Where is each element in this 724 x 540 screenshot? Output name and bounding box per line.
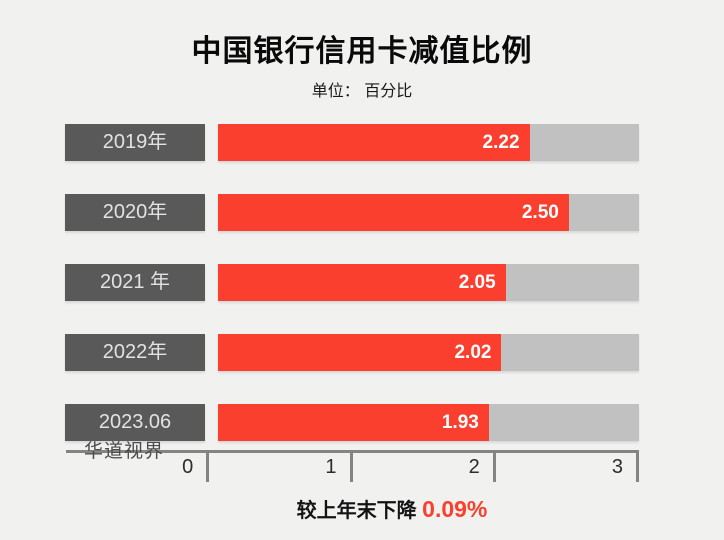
chart-subtitle: 单位： 百分比 [311, 83, 413, 100]
x-axis-tick-label: 3 [496, 453, 639, 482]
footer-note-value: 0.09% [422, 496, 488, 522]
chart-row: 2019年 2.22 [0, 124, 724, 161]
bar-track: 2.50 [218, 194, 639, 231]
bar-fill: 1.93 [218, 404, 489, 441]
x-axis-tick-label: 2 [353, 453, 496, 482]
bar-fill: 2.02 [218, 334, 502, 371]
category-label: 2021 年 [65, 264, 205, 301]
chart-title: 中国银行信用卡减值比例 [191, 35, 533, 68]
bar-fill: 2.22 [218, 124, 530, 161]
bar-track: 2.05 [218, 264, 639, 301]
chart-row: 2022年 2.02 [0, 334, 724, 371]
category-label: 2022年 [65, 334, 205, 371]
bar-fill: 2.05 [218, 264, 506, 301]
category-label: 2020年 [65, 194, 205, 231]
bar-track: 2.02 [218, 334, 639, 371]
bar-fill: 2.50 [218, 194, 569, 231]
watermark-text: 华道视界 [84, 441, 165, 462]
bar-track: 1.93 [218, 404, 639, 441]
x-axis-tick-label: 1 [209, 453, 353, 482]
category-label: 2019年 [65, 124, 205, 161]
category-label: 2023.06 [65, 404, 205, 441]
footer-note-text: 较上年末下降 [296, 500, 423, 522]
x-axis-tick-label: 0 [66, 453, 210, 482]
chart-row: 2023.06 1.93 [0, 404, 724, 441]
bar-track: 2.22 [218, 124, 639, 161]
chart-row: 2020年 2.50 [0, 194, 724, 231]
footer-note: 较上年末下降 0.09% [0, 494, 724, 523]
chart-row: 2021 年 2.05 [0, 264, 724, 301]
